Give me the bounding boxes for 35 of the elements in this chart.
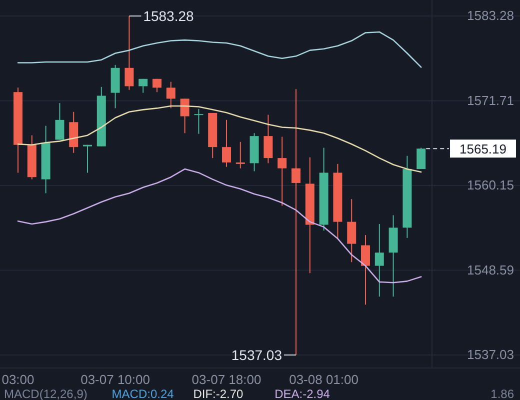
candlestick: [264, 114, 273, 164]
candlestick: [55, 102, 64, 140]
x-tick-label: 03-07 18:00: [192, 372, 262, 387]
candlestick: [124, 16, 134, 90]
x-tick-label: 03-07 10:00: [80, 372, 150, 387]
candlestick: [152, 78, 162, 93]
x-tick-label: 03-08 01:00: [289, 372, 359, 387]
y-tick-label: 1537.03: [467, 347, 514, 362]
line-series: [17, 31, 422, 68]
y-tick-label: 1548.59: [467, 262, 514, 278]
candlestick: [166, 81, 176, 109]
candlestick: [138, 78, 148, 94]
x-tick-label: 03:00: [2, 372, 34, 387]
candlestick: [292, 88, 300, 356]
candlestick: [361, 234, 370, 306]
candlestick: [236, 141, 245, 169]
text: MACD:0.24: [112, 387, 174, 400]
text: DIF:-2.70: [193, 387, 244, 400]
candlestick: [180, 98, 190, 134]
line-series: [17, 168, 422, 284]
candlestick: [222, 119, 231, 168]
ref-line-label: 1565.19: [460, 142, 506, 157]
candlestick: [194, 108, 204, 134]
candlestick: [374, 224, 384, 298]
text: DEA:-2.94: [274, 387, 330, 400]
candlestick: [278, 136, 287, 206]
y-tick-label: 1583.28: [467, 8, 514, 23]
annotation: 1583.28: [143, 8, 194, 24]
annotation: 1537.03: [231, 347, 282, 363]
y-tick-label: 1560.15: [467, 178, 514, 193]
candlestick: [347, 198, 356, 263]
y-tick-label: 1571.71: [467, 92, 514, 108]
candlestick: [83, 144, 92, 174]
text: 1.86: [490, 387, 514, 400]
candlestick: [416, 147, 426, 170]
